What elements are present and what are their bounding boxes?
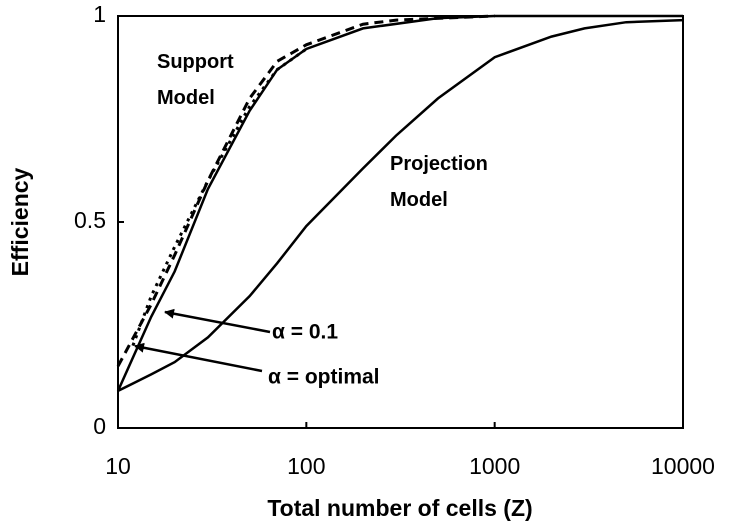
series-label: Projection Model xyxy=(390,153,488,211)
series-label: Support Model xyxy=(157,51,234,109)
series-line xyxy=(131,47,308,347)
x-axis-title: Total number of cells (Z) xyxy=(267,495,532,521)
y-tick-label: 0.5 xyxy=(74,207,106,233)
arrow xyxy=(134,342,263,373)
y-axis-title: Efficiency xyxy=(7,167,33,276)
x-tick-label: 1000 xyxy=(469,453,520,479)
series-line xyxy=(116,14,495,367)
series-line xyxy=(117,18,684,393)
series-label: α = optimal xyxy=(268,366,380,389)
x-tick-label: 10 xyxy=(105,453,131,479)
series-label: α = 0.1 xyxy=(272,321,338,344)
x-tick-label: 100 xyxy=(287,453,325,479)
arrow xyxy=(164,308,271,334)
y-tick-label: 0 xyxy=(93,413,106,439)
x-tick-label: 10000 xyxy=(651,453,715,479)
y-tick-label: 1 xyxy=(93,1,106,27)
